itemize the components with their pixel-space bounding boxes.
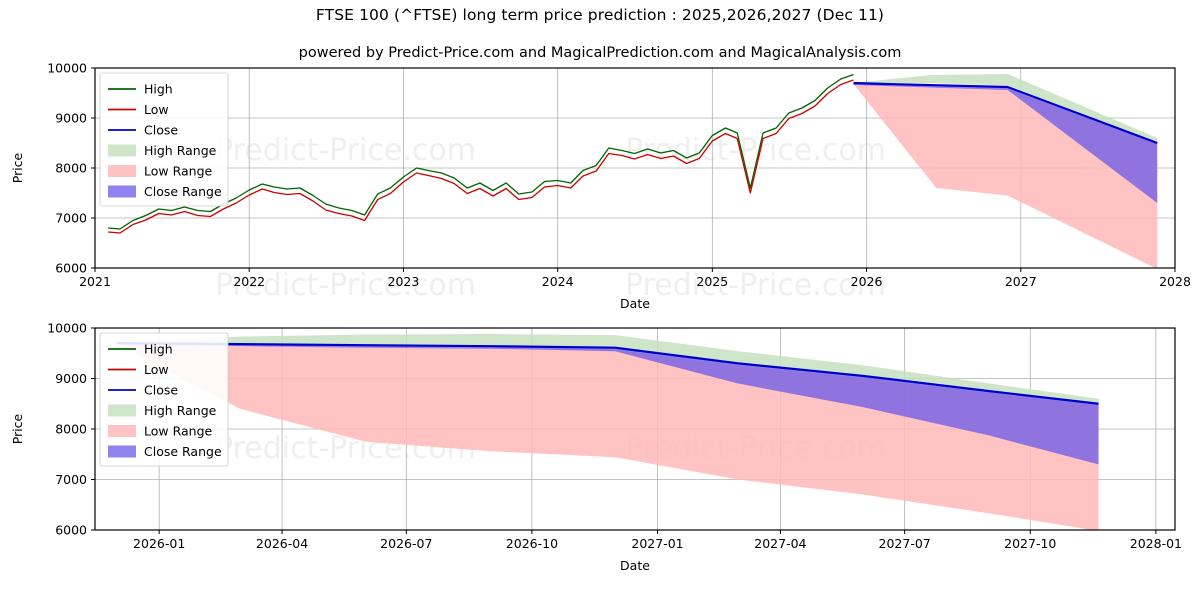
legend-label: High Range — [144, 143, 217, 158]
watermark: Predict-Price.com — [625, 268, 886, 303]
x-tick-label: 2028 — [1159, 274, 1191, 289]
legend-label: Low Range — [144, 164, 213, 179]
watermark: Predict-Price.com — [625, 133, 886, 168]
series-close-forecast — [853, 81, 1158, 145]
page-subtitle: powered by Predict-Price.com and Magical… — [298, 45, 902, 61]
y-tick-label: 8000 — [55, 161, 87, 176]
x-tick-label: 2021 — [79, 274, 111, 289]
legend-label: Close Range — [144, 184, 222, 199]
legend-label: High Range — [144, 403, 217, 418]
page-title: FTSE 100 (^FTSE) long term price predict… — [315, 6, 885, 24]
x-tick-label: 2022 — [233, 274, 265, 289]
x-tick-label: 2026-07 — [380, 536, 432, 551]
legend-label: Low — [144, 102, 169, 117]
x-tick-label: 2026-01 — [133, 536, 185, 551]
legend-swatch-high-range — [108, 404, 136, 417]
band-close-range — [116, 343, 1099, 465]
y-tick-label: 8000 — [55, 422, 87, 437]
legend-label: Close Range — [144, 444, 222, 459]
y-tick-label: 6000 — [55, 523, 87, 538]
x-tick-label: 2023 — [388, 274, 420, 289]
legend-label: High — [144, 82, 173, 97]
x-axis-label: Date — [620, 296, 650, 311]
x-tick-label: 2027 — [1005, 274, 1037, 289]
x-tick-label: 2026 — [851, 274, 883, 289]
legend-swatch-close-range — [108, 445, 136, 458]
x-tick-label: 2027-01 — [631, 536, 683, 551]
x-tick-label: 2026-04 — [256, 536, 308, 551]
y-tick-label: 7000 — [55, 472, 87, 487]
x-tick-label: 2024 — [542, 274, 574, 289]
band-high-range — [853, 74, 1158, 142]
x-tick-label: 2025 — [696, 274, 728, 289]
legend-swatch-high-range — [108, 144, 136, 157]
chart-legend: High Low Close High Range Low Range Close Ran… — [99, 72, 229, 207]
legend-label: Close — [144, 123, 178, 138]
y-tick-label: 10000 — [47, 321, 87, 336]
watermark: Predict-Price.com — [215, 268, 476, 303]
top-chart-panel: Predict-Price.com Predict-Price.com Predic… — [10, 61, 1191, 312]
x-tick-label: 2027-07 — [879, 536, 931, 551]
legend-swatch-close-range — [108, 185, 136, 198]
series-high — [108, 73, 854, 230]
y-tick-label: 9000 — [55, 371, 87, 386]
series-low — [108, 79, 854, 234]
x-tick-label: 2026-10 — [506, 536, 558, 551]
bottom-chart-panel: Predict-Price.comPredict-Price.com600070… — [0, 318, 1200, 600]
legend-label: Low — [144, 362, 169, 377]
legend-label: Low Range — [144, 424, 213, 439]
legend-label: Close — [144, 383, 178, 398]
y-tick-label: 6000 — [55, 261, 87, 276]
y-tick-label: 10000 — [47, 61, 87, 76]
x-tick-label: 2027-10 — [1004, 536, 1056, 551]
y-tick-label: 9000 — [55, 111, 87, 126]
series-close — [116, 342, 1099, 405]
legend-label: High — [144, 342, 173, 357]
y-axis-label: Price — [10, 152, 25, 183]
y-axis-label: Price — [10, 413, 25, 444]
x-tick-label: 2028-01 — [1130, 536, 1182, 551]
chart-legend: High Low Close High Range Low Range Close Ran… — [99, 332, 229, 467]
legend-swatch-low-range — [108, 425, 136, 437]
x-axis-label: Date — [620, 558, 650, 573]
watermark: Predict-Price.com — [215, 133, 476, 168]
band-close-range — [853, 83, 1158, 203]
legend-swatch-low-range — [108, 165, 136, 177]
y-tick-label: 7000 — [55, 211, 87, 226]
x-tick-label: 2027-04 — [754, 536, 806, 551]
